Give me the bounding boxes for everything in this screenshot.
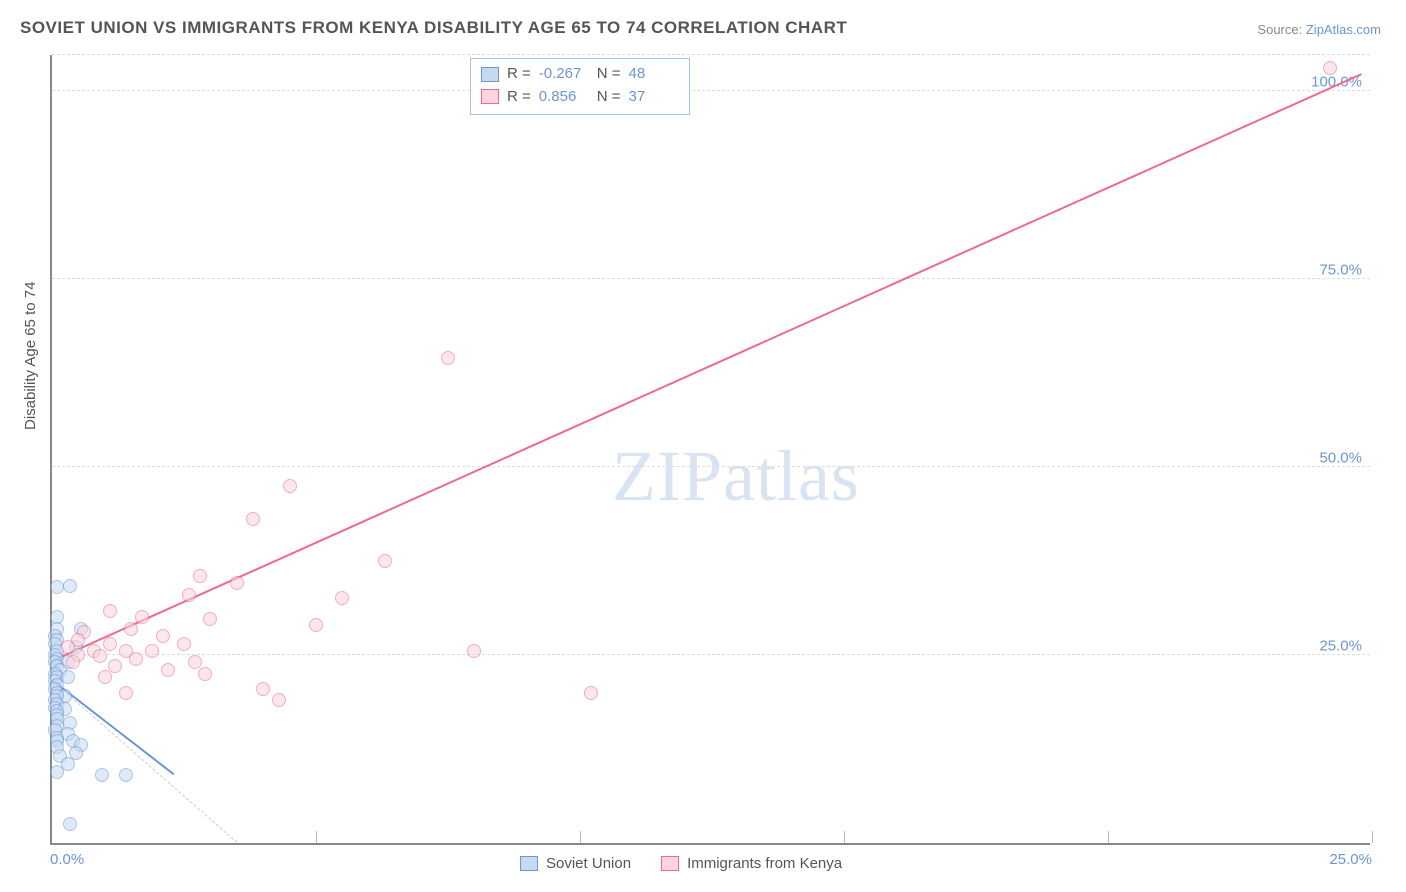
data-point (95, 768, 109, 782)
data-point (108, 659, 122, 673)
y-axis-label: Disability Age 65 to 74 (22, 282, 39, 430)
n-value: 48 (629, 63, 679, 86)
y-tick-label: 75.0% (1319, 261, 1362, 278)
data-point (584, 686, 598, 700)
tick-vertical (1372, 831, 1373, 843)
legend-label: Immigrants from Kenya (687, 855, 842, 872)
r-label: R = (507, 86, 531, 109)
n-label: N = (597, 86, 621, 109)
data-point (124, 622, 138, 636)
data-point (1323, 61, 1337, 75)
data-point (63, 817, 77, 831)
data-point (50, 765, 64, 779)
chart-container: SOVIET UNION VS IMMIGRANTS FROM KENYA DI… (0, 0, 1406, 892)
n-label: N = (597, 63, 621, 86)
data-point (103, 604, 117, 618)
x-tick-label: 25.0% (1329, 851, 1372, 868)
gridline-horizontal (52, 54, 1370, 55)
legend-item-0: Soviet Union (520, 855, 631, 872)
gridline-horizontal (52, 90, 1370, 91)
data-point (129, 652, 143, 666)
legend-item-1: Immigrants from Kenya (661, 855, 842, 872)
chart-title: SOVIET UNION VS IMMIGRANTS FROM KENYA DI… (20, 18, 847, 38)
x-tick-label: 0.0% (50, 851, 84, 868)
data-point (203, 612, 217, 626)
swatch-icon (481, 89, 499, 104)
tick-vertical (1108, 831, 1109, 843)
swatch-icon (520, 856, 538, 871)
r-label: R = (507, 63, 531, 86)
legend-label: Soviet Union (546, 855, 631, 872)
data-point (230, 576, 244, 590)
data-point (119, 768, 133, 782)
data-point (198, 667, 212, 681)
y-tick-label: 50.0% (1319, 449, 1362, 466)
data-point (193, 569, 207, 583)
data-point (272, 693, 286, 707)
stats-legend: R = -0.267 N = 48 R = 0.856 N = 37 (470, 58, 690, 115)
r-value: 0.856 (539, 86, 589, 109)
data-point (283, 479, 297, 493)
data-point (378, 554, 392, 568)
r-value: -0.267 (539, 63, 589, 86)
tick-vertical (844, 831, 845, 843)
source-link[interactable]: ZipAtlas.com (1306, 22, 1381, 37)
data-point (135, 610, 149, 624)
tick-vertical (580, 831, 581, 843)
plot-area: ZIPatlas 25.0%50.0%75.0%100.0%0.0%25.0% (50, 55, 1370, 845)
y-tick-label: 25.0% (1319, 637, 1362, 654)
data-point (66, 655, 80, 669)
data-point (63, 579, 77, 593)
watermark-text: ZIPatlas (612, 436, 860, 516)
data-point (119, 686, 133, 700)
source-label: Source: (1257, 22, 1302, 37)
data-point (98, 670, 112, 684)
data-point (467, 644, 481, 658)
n-value: 37 (629, 86, 679, 109)
data-point (50, 580, 64, 594)
data-point (441, 351, 455, 365)
swatch-icon (661, 856, 679, 871)
data-point (145, 644, 159, 658)
guide-line (52, 680, 237, 843)
data-point (256, 682, 270, 696)
data-point (309, 618, 323, 632)
stats-row-series-1: R = 0.856 N = 37 (481, 86, 679, 109)
source-attribution: Source: ZipAtlas.com (1257, 22, 1381, 37)
data-point (93, 649, 107, 663)
watermark: ZIPatlas (612, 435, 860, 518)
gridline-horizontal (52, 278, 1370, 279)
trend-line (52, 74, 1362, 663)
data-point (246, 512, 260, 526)
data-point (103, 637, 117, 651)
data-point (182, 588, 196, 602)
data-point (156, 629, 170, 643)
swatch-icon (481, 67, 499, 82)
tick-vertical (316, 831, 317, 843)
data-point (188, 655, 202, 669)
data-point (161, 663, 175, 677)
data-point (335, 591, 349, 605)
gridline-horizontal (52, 466, 1370, 467)
stats-row-series-0: R = -0.267 N = 48 (481, 63, 679, 86)
gridline-horizontal (52, 654, 1370, 655)
data-point (177, 637, 191, 651)
bottom-legend: Soviet Union Immigrants from Kenya (520, 855, 842, 872)
